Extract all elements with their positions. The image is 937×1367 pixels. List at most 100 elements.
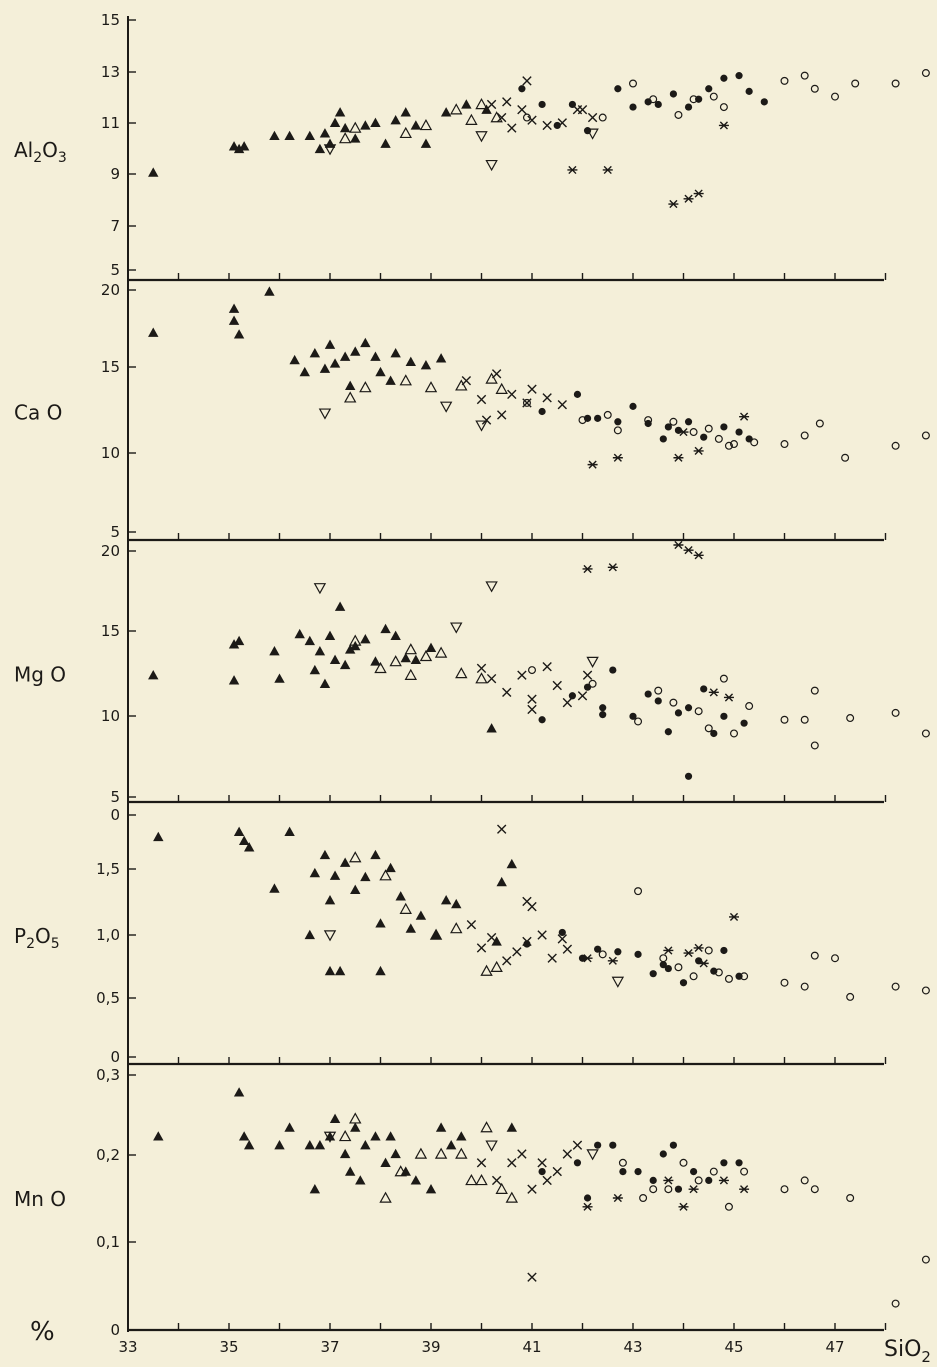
panel-5-point-filled-circle	[609, 1141, 617, 1149]
panel-3-point-cross	[562, 697, 573, 708]
panel-3-point-filled-triangle	[334, 601, 346, 611]
panel-4-point-filled-triangle	[238, 835, 250, 845]
panel-3-point-filled-triangle	[228, 675, 240, 685]
panel-2-point-asterisk	[673, 453, 684, 462]
panel-4-point-filled-triangle	[405, 923, 416, 933]
panel-4-point-open-triangle	[480, 964, 493, 976]
panel-3-point-open-circle	[527, 666, 536, 675]
panel-4-point-filled-triangle	[324, 894, 336, 905]
panel-5-y-tick-label: 0	[110, 1321, 120, 1339]
panel-3-point-filled-triangle	[410, 654, 422, 664]
panel-3-y-tick-label: 10	[101, 707, 120, 725]
panel-1-point-open-down-triangle	[323, 144, 337, 156]
panel-2-point-open-circle	[815, 419, 824, 428]
panel-5-point-filled-triangle	[309, 1184, 321, 1194]
panel-3-point-filled-triangle	[486, 723, 497, 733]
panel-5-point-filled-triangle	[390, 1148, 401, 1159]
panel-4-point-cross	[502, 956, 512, 966]
panel-5-point-open-circle	[740, 1167, 749, 1176]
panel-5-point-filled-circle	[573, 1159, 582, 1167]
panel-4-point-open-down-triangle	[611, 976, 625, 988]
panel-2-point-cross	[542, 393, 552, 403]
panel-5-point-open-triangle	[379, 1191, 392, 1203]
panel-5-point-open-triangle	[465, 1173, 478, 1186]
panel-1-point-filled-triangle	[319, 128, 331, 138]
panel-1-point-filled-triangle	[390, 114, 401, 125]
panel-5-point-open-triangle	[505, 1191, 519, 1203]
panel-1-point-open-circle	[800, 71, 809, 80]
panel-5-point-cross	[527, 1272, 537, 1282]
panel-2-point-filled-circle	[745, 435, 753, 443]
panel-3-point-asterisk	[708, 688, 719, 697]
panel-2-point-open-circle	[724, 441, 733, 450]
panel-1-point-filled-circle	[760, 98, 768, 106]
panel-5-point-open-circle	[810, 1185, 819, 1194]
panel-1-point-open-circle	[709, 92, 718, 101]
panel-4-point-filled-triangle	[339, 857, 351, 867]
panel-3-point-cross	[486, 673, 497, 684]
panel-3-point-open-down-triangle	[485, 581, 498, 593]
panel-4-point-filled-triangle	[506, 858, 517, 869]
panel-4-point-filled-circle	[679, 979, 688, 987]
panel-5-point-open-triangle	[414, 1147, 428, 1159]
panel-1-point-filled-circle	[538, 100, 546, 109]
panel-1-point-cross	[577, 105, 588, 115]
oxide-label-subscript: 2	[26, 936, 35, 952]
panel-3-point-filled-circle	[583, 683, 592, 691]
panel-5-point-filled-triangle	[355, 1175, 366, 1185]
panel-2-point-open-circle	[714, 434, 723, 443]
panel-5-point-open-triangle	[495, 1182, 508, 1194]
panel-1-point-asterisk	[693, 189, 704, 198]
panel-1-point-open-triangle	[450, 103, 463, 115]
panel-5-point-filled-circle	[538, 1168, 546, 1176]
panel-1-point-cross	[587, 112, 598, 123]
panel-5-point-open-circle	[649, 1185, 658, 1194]
panel-2-point-filled-triangle	[324, 339, 336, 349]
panel-2-y-tick-label: 15	[101, 358, 120, 376]
panel-2-point-filled-triangle	[350, 346, 361, 356]
panel-3-point-filled-circle	[740, 719, 748, 727]
panel-5-point-filled-triangle	[329, 1113, 341, 1123]
panel-5-point-filled-triangle	[370, 1131, 381, 1141]
panel-1-point-filled-triangle	[339, 122, 351, 133]
panel-3-point-filled-triangle	[148, 670, 159, 680]
panel-4-point-filled-triangle	[153, 831, 164, 842]
panel-3-point-cross	[527, 694, 537, 704]
panel-1-point-cross	[522, 76, 532, 86]
panel-3-point-filled-triangle	[233, 635, 245, 646]
panel-3-point-filled-circle	[568, 692, 577, 700]
panel-2-point-open-circle	[800, 431, 809, 440]
panel-5-point-open-circle	[639, 1193, 648, 1202]
panel-3-point-open-circle	[588, 679, 597, 688]
panel-4-point-filled-circle	[649, 970, 657, 978]
panel-3-point-cross	[527, 704, 537, 715]
panel-4-point-cross	[486, 932, 497, 943]
panel-1-point-asterisk	[567, 165, 578, 175]
panel-1-point-filled-triangle	[314, 143, 326, 154]
x-tick-label: 33	[118, 1338, 137, 1356]
panel-3-point-open-circle	[634, 717, 643, 726]
panel-3-point-open-down-triangle	[586, 656, 599, 668]
panel-1-point-filled-circle	[553, 121, 561, 130]
panel-4-point-cross	[537, 930, 547, 940]
panel-4-point-filled-triangle	[385, 862, 396, 873]
panel-2-point-open-circle	[841, 453, 850, 462]
panel-4-y-tick-label: 0	[110, 1048, 120, 1066]
x-tick-label: 43	[623, 1338, 642, 1356]
panel-4-point-open-circle	[891, 982, 900, 991]
panel-2-point-open-triangle	[424, 381, 438, 393]
panel-1-y-tick-label: 15	[101, 11, 120, 29]
panel-4-oxide-label: P2O5	[14, 924, 60, 952]
panel-3-point-asterisk	[582, 564, 593, 574]
panel-5-y-tick-label: 0,2	[96, 1146, 120, 1164]
panel-4-point-filled-triangle	[370, 849, 381, 860]
panel-5-point-open-triangle	[349, 1112, 362, 1124]
panel-3-point-filled-triangle	[425, 642, 437, 652]
panel-5-point-filled-triangle	[400, 1166, 411, 1176]
panel-5-point-open-circle	[709, 1167, 718, 1176]
x-tick-label: 39	[421, 1338, 440, 1356]
x-tick-label: 35	[219, 1338, 238, 1356]
panel-2-point-filled-circle	[594, 414, 602, 422]
panel-1-point-filled-triangle	[420, 138, 432, 148]
panel-1-point-open-down-triangle	[485, 159, 498, 172]
